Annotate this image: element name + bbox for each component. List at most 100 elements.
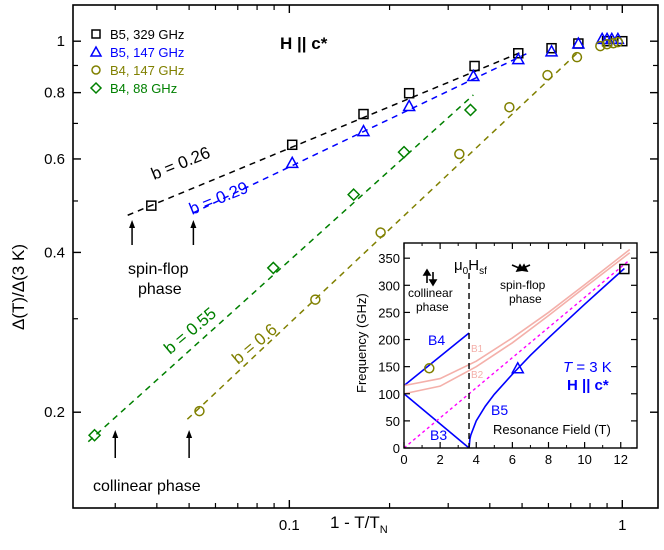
legend-label: B4, 88 GHz [110,81,177,96]
data-point-square [546,42,557,54]
canted-spin-arrows-icon [511,263,531,273]
x-tick-label: 0.1 [279,517,300,534]
inset-x-tick-label: 0 [400,452,407,467]
inset-collinear-line2: phase [416,300,449,314]
legend-label: B5, 147 GHz [110,45,184,60]
main-plot-marks [87,31,628,443]
inset-frame [403,242,638,449]
legend-marker-square [91,29,101,39]
data-point-triangle [285,155,299,169]
inset-y-tick-label: 350 [378,251,400,266]
curve-label-b3: B3 [430,427,447,443]
legend-marker-circle [91,65,101,75]
inset-field-label: H || c* [567,377,609,394]
inset-x-tick-label: 6 [509,452,516,467]
legend-marker-triangle [89,45,103,57]
inset-x-tick-label: 4 [473,452,480,467]
collinear-label: collinear phase [93,478,201,495]
inset-temperature-label: T = 3 K [563,359,612,376]
fit-label-b026: b = 0.26 [148,143,213,184]
data-point-circle [375,227,386,238]
inset-curve-paramagnetic [403,259,631,449]
inset-y-tick-label: 200 [378,333,400,348]
inset-chart: 0 2 4 6 8 10 12 0 50 100 150 200 250 300 350 Frequency… [354,242,638,467]
data-point-square [403,87,415,99]
curve-label-b1: B1 [471,344,484,355]
inset-x-tick-label: 8 [545,452,552,467]
inset-curve-b5 [468,267,625,449]
inset-spinflop-line2: phase [509,292,542,306]
x-tick-label: 1 [618,517,626,534]
fit-line-0 [127,51,523,216]
data-point-triangle [571,36,586,49]
inset-spinflop-line1: spin-flop [500,278,546,292]
inset-y-tick-label: 50 [386,414,400,429]
inset-x-tick-label: 2 [437,452,444,467]
data-point-circle [194,405,205,417]
inset-x-tick-label: 12 [614,452,628,467]
field-direction-label: H || c* [280,34,328,53]
main-axes-ticks: 0.1 1 0.2 0.4 0.6 0.8 1 [44,5,658,534]
inset-curve-b4 [403,332,470,387]
data-point-triangle [511,52,526,65]
legend-label: B4, 147 GHz [110,63,184,78]
inset-collinear-line1: collinear [408,286,453,300]
data-point-triangle [544,44,559,57]
y-tick-label: 0.4 [44,244,65,261]
data-point-square [146,200,157,211]
data-point-circle [601,38,613,50]
inset-y-tick-label: 250 [378,305,400,320]
data-point-circle [608,38,619,49]
data-point-triangle [466,68,481,82]
data-point-circle [571,51,583,63]
data-point-triangle [356,124,371,137]
collinear-arrow-head [112,430,119,438]
y-tick-label: 0.6 [44,151,65,168]
inset-x-tick-label: 10 [577,452,591,467]
inset-ticks: 0 2 4 6 8 10 12 0 50 100 150 200 250 300 350 [378,243,637,467]
inset-x-axis-label: Resonance Field (T) [493,422,611,437]
collinear-arrow-head [186,430,193,438]
spin-flop-label-line2: phase [138,281,182,298]
data-point-square [358,108,369,120]
data-point-diamond [347,188,361,202]
inset-marks [403,248,631,449]
data-point-diamond [266,261,280,275]
data-point-square [469,60,480,72]
data-point-square [286,139,298,151]
spin-flop-label-line1: spin-flop [128,261,189,278]
x-axis-label: 1 - T/TN [330,513,388,536]
y-tick-label: 1 [57,33,65,50]
inset-curve-b1 [403,248,631,387]
inset-data-point-triangle [511,361,525,374]
data-point-circle [595,40,606,52]
spin-flop-arrow-head [190,220,197,228]
spin-flop-arrow-head [129,220,136,228]
fit-label-b029: b = 0.29 [186,178,251,219]
legend-label: B5, 329 GHz [110,27,184,42]
fit-label-b06: b = 0.6 [228,320,280,368]
data-point-circle [612,36,624,48]
curve-label-b2: B2 [471,370,484,381]
data-point-circle [310,294,321,305]
y-tick-label: 0.2 [44,404,65,421]
inset-y-axis-label: Frequency (GHz) [354,293,369,393]
data-point-diamond [463,103,478,117]
curve-label-b5: B5 [491,402,508,418]
inset-y-tick-label: 100 [378,387,400,402]
inset-data-point-circle [424,363,435,374]
inset-data-point-square [619,263,630,275]
data-point-circle [542,69,553,81]
spin-flop-field-label: μ0Hsf [454,257,487,277]
main-plot-frame [72,4,659,509]
data-point-square [513,48,524,59]
y-axis-label: Δ(T)/Δ(3 K) [9,244,28,330]
y-tick-label: 0.8 [44,85,65,102]
curve-label-b4: B4 [428,332,445,348]
data-point-triangle [402,98,416,112]
inset-y-tick-label: 300 [378,278,400,293]
inset-y-tick-label: 0 [393,441,400,456]
phase-arrows [112,220,197,458]
inset-curve-b2 [403,252,631,395]
